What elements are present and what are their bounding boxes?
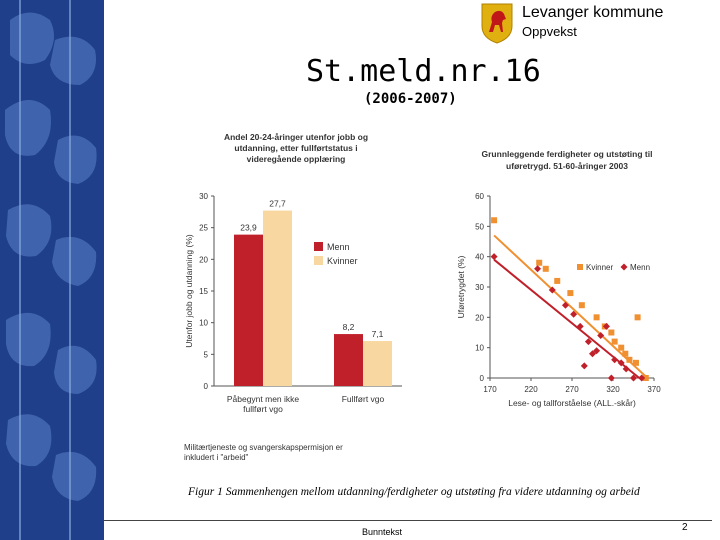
legend-label: Kvinner: [586, 263, 613, 272]
x-tick-label: Fullført vgo: [342, 394, 385, 404]
data-point-kvinner: [634, 314, 641, 321]
y-tick-label: 50: [475, 222, 484, 231]
x-tick-label: 370: [647, 385, 661, 394]
data-label: 7,1: [372, 329, 384, 339]
footer-divider: [104, 520, 712, 521]
y-tick-label: 5: [204, 350, 209, 359]
y-axis-label: Uføretrygdet (%): [456, 255, 466, 318]
x-tick-label: 220: [524, 385, 538, 394]
bar-kvinner: [263, 210, 292, 386]
trend-line-kvinner: [493, 234, 649, 379]
chart-footnote: Militærtjeneste og svangerskapspermisjon…: [184, 443, 343, 462]
organization-name: Levanger kommune: [522, 4, 664, 21]
x-tick-label: 270: [565, 385, 579, 394]
data-point-kvinner: [542, 265, 549, 272]
decorative-side-strip: [0, 0, 104, 540]
page-number: 2: [682, 522, 688, 533]
data-point-kvinner: [536, 259, 543, 266]
legend-swatch: [314, 242, 323, 251]
y-tick-label: 10: [475, 344, 484, 353]
y-tick-label: 60: [475, 192, 484, 201]
data-point-menn: [589, 350, 596, 358]
horse-pattern-icon: [5, 0, 97, 540]
bar-menn: [234, 234, 263, 386]
legend-swatch: [577, 264, 583, 270]
data-point-menn: [576, 322, 584, 330]
data-point-kvinner: [567, 290, 574, 297]
y-tick-label: 25: [199, 224, 208, 233]
bar-chart: Andel 20-24-åringer utenfor jobb og utdan…: [184, 132, 402, 462]
legend-label: Menn: [630, 263, 650, 272]
data-point-menn: [607, 374, 615, 382]
data-point-menn: [611, 356, 619, 364]
chart-title: Grunnleggende ferdigheter og utstøting t…: [482, 149, 653, 171]
y-tick-label: 10: [199, 319, 208, 328]
legend-label: Menn: [327, 242, 350, 252]
data-point-menn: [561, 301, 569, 309]
footer-text: Bunntekst: [362, 527, 403, 537]
data-point-menn: [617, 359, 625, 367]
data-point-kvinner: [642, 375, 649, 381]
data-label: 8,2: [343, 322, 355, 332]
data-point-kvinner: [554, 277, 561, 284]
slide-subtitle: (2006-2007): [364, 91, 457, 107]
bar-menn: [334, 334, 363, 386]
figure-caption: Figur 1 Sammenhengen mellom utdanning/fe…: [188, 486, 640, 498]
data-point-kvinner: [578, 302, 585, 309]
y-tick-label: 30: [199, 192, 208, 201]
data-point-menn: [570, 310, 578, 318]
data-point-kvinner: [608, 329, 615, 336]
data-point-menn: [584, 338, 592, 346]
y-tick-label: 20: [475, 313, 484, 322]
y-tick-label: 20: [199, 255, 208, 264]
organization-subtitle: Oppvekst: [522, 24, 577, 39]
data-point-menn: [490, 253, 498, 261]
slide-title: St.meld.nr.16: [306, 54, 541, 89]
coat-of-arms-icon: [481, 3, 513, 44]
data-point-menn: [602, 322, 610, 330]
y-tick-label: 15: [199, 287, 208, 296]
data-point-kvinner: [626, 356, 633, 363]
data-label: 27,7: [269, 199, 286, 209]
chart-title: Andel 20-24-åringer utenfor jobb og utdan…: [224, 132, 368, 164]
data-point-menn: [597, 332, 605, 340]
scatter-chart: Grunnleggende ferdigheter og utstøting t…: [456, 149, 661, 408]
x-tick-label: 320: [606, 385, 620, 394]
x-tick-label: Påbegynt men ikke fullført vgo: [227, 394, 300, 414]
data-point-menn: [534, 265, 542, 273]
y-axis-label: Utenfor jobb og utdanning (%): [184, 234, 194, 348]
legend-swatch: [620, 263, 628, 271]
data-point-menn: [630, 374, 637, 382]
data-label: 23,9: [240, 223, 257, 233]
legend-label: Kvinner: [327, 256, 358, 266]
legend-swatch: [314, 256, 323, 265]
data-point-kvinner: [632, 359, 639, 366]
y-tick-label: 40: [475, 253, 484, 262]
data-point-kvinner: [491, 217, 498, 224]
data-point-menn: [548, 286, 556, 294]
data-point-menn: [622, 365, 630, 373]
data-point-kvinner: [618, 344, 625, 351]
x-tick-label: 170: [483, 385, 497, 394]
data-point-kvinner: [622, 350, 629, 357]
bar-kvinner: [363, 341, 392, 386]
data-point-menn: [638, 374, 646, 382]
x-axis-label: Lese- og tallforståelse (ALL.-skår): [508, 398, 636, 408]
y-tick-label: 30: [475, 283, 484, 292]
y-tick-label: 0: [480, 374, 485, 383]
data-point-kvinner: [593, 314, 600, 321]
data-point-menn: [593, 347, 601, 355]
data-point-kvinner: [611, 338, 618, 345]
y-tick-label: 0: [204, 382, 209, 391]
data-point-menn: [580, 362, 588, 370]
